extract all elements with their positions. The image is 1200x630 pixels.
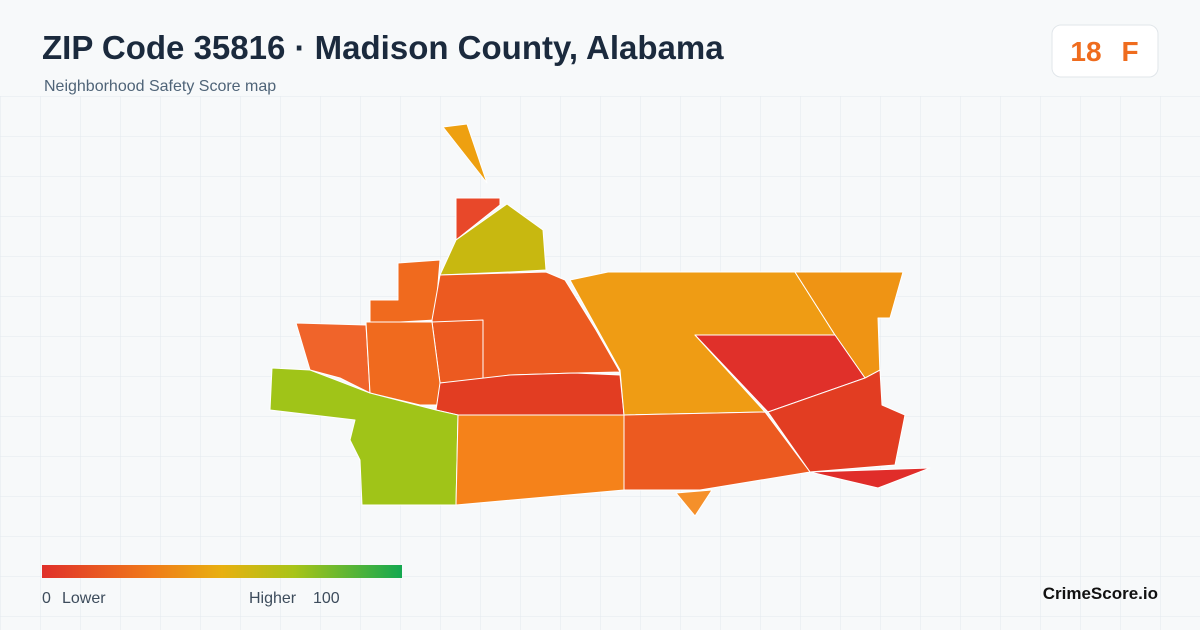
region [269,367,459,506]
legend-min: 0 [42,590,51,607]
title: ZIP Code 35816 · Madison County, Alabama [42,29,724,66]
region [295,322,371,394]
region [455,414,625,506]
legend-scale [42,565,402,578]
region [675,489,713,517]
region [809,467,931,489]
score: 18 [1070,36,1101,67]
zip-regions [269,123,931,517]
legend-min-label: Lower [62,590,106,607]
brand: CrimeScore.io [1043,584,1158,603]
score-badge [1051,24,1159,78]
legend-max: 100 [313,590,340,607]
subtitle: Neighborhood Safety Score map [44,78,276,95]
region [442,123,488,184]
grade: F [1121,36,1138,67]
region [439,203,547,276]
region [455,197,501,241]
legend-max-label: Higher [249,590,297,607]
region [767,369,906,473]
region [623,411,811,491]
region [431,319,484,384]
